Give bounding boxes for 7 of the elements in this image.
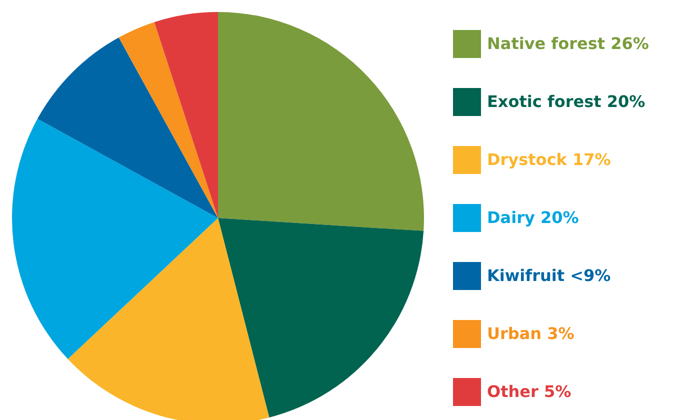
legend-label: Drystock 17% bbox=[487, 150, 611, 169]
legend-label: Dairy 20% bbox=[487, 208, 579, 227]
legend-label: Native forest 26% bbox=[487, 34, 649, 53]
legend-label: Exotic forest 20% bbox=[487, 92, 646, 111]
legend-label: Urban 3% bbox=[487, 324, 574, 343]
legend-label: Other 5% bbox=[487, 382, 572, 401]
legend-label: Kiwifruit <9% bbox=[487, 266, 611, 285]
